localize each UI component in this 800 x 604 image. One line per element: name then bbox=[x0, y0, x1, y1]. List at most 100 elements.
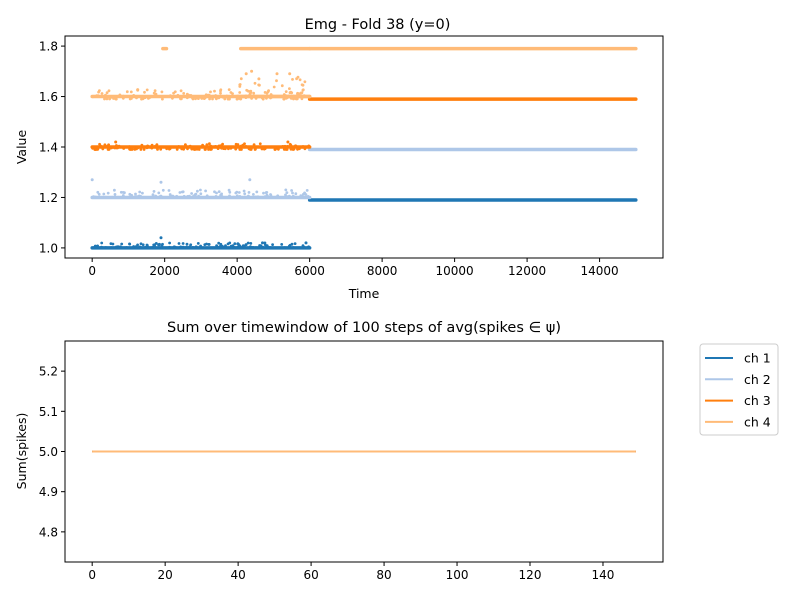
series-3-point bbox=[254, 147, 257, 151]
series-4-point bbox=[288, 87, 291, 90]
legend-label-3: ch 3 bbox=[744, 393, 771, 408]
series-4-point bbox=[211, 94, 215, 98]
series-2-point bbox=[192, 194, 196, 198]
series-2-point bbox=[304, 193, 308, 196]
series-1-point bbox=[207, 243, 211, 246]
bottom-x-tick-label: 40 bbox=[230, 568, 245, 582]
series-4-point bbox=[191, 97, 195, 101]
series-2-point bbox=[294, 192, 298, 196]
legend: ch 1 ch 2 ch 3 ch 4 bbox=[699, 343, 779, 436]
series-2-point bbox=[197, 194, 201, 198]
series-1-point bbox=[243, 246, 247, 250]
series-2-point bbox=[135, 195, 139, 198]
series-3-point bbox=[91, 146, 94, 150]
series-2-point bbox=[133, 195, 137, 199]
series-1-point bbox=[304, 241, 308, 245]
series-2-point bbox=[190, 192, 194, 195]
top-x-tick-label: 10000 bbox=[436, 264, 474, 278]
series-3-point bbox=[229, 146, 233, 150]
series-2-point bbox=[181, 190, 185, 194]
series-3-point bbox=[122, 147, 126, 150]
series-1-point bbox=[229, 244, 233, 248]
series-4-point bbox=[269, 93, 273, 96]
series-3-point bbox=[106, 148, 110, 151]
series-1-point bbox=[271, 243, 274, 247]
series-3-point bbox=[175, 148, 179, 151]
series-1-point bbox=[185, 245, 188, 249]
series-4-point bbox=[211, 97, 214, 101]
series-3-point bbox=[99, 144, 102, 148]
series-4-point bbox=[143, 90, 146, 94]
series-2-point bbox=[244, 195, 248, 199]
top-chart: Emg - Fold 38 (y=0) Time Value 0 2000 4000… bbox=[14, 17, 664, 301]
series-4-point bbox=[298, 78, 302, 82]
series-4-point bbox=[303, 80, 307, 84]
series-1-point bbox=[268, 246, 272, 249]
series-2-point bbox=[306, 195, 310, 198]
series-1-point bbox=[214, 246, 218, 250]
series-2-point bbox=[128, 192, 132, 196]
series-3-point bbox=[292, 147, 296, 151]
series-4-point bbox=[160, 90, 164, 94]
series-4-point bbox=[104, 93, 107, 97]
series-3-point bbox=[294, 144, 297, 148]
series-2-point bbox=[206, 196, 210, 199]
series-4-point bbox=[299, 91, 303, 95]
series-1-point bbox=[144, 246, 147, 249]
series-1-point bbox=[131, 246, 135, 250]
series-3-point bbox=[252, 143, 256, 147]
series-4-point bbox=[121, 96, 125, 100]
series-1-point bbox=[104, 246, 108, 249]
series-1-point bbox=[303, 246, 306, 250]
series-3-point bbox=[114, 144, 118, 148]
series-4-point bbox=[112, 97, 115, 100]
series-4-point bbox=[129, 90, 133, 94]
series-2-point bbox=[285, 191, 289, 195]
series-4-point bbox=[223, 97, 227, 101]
series-3-point bbox=[210, 147, 213, 151]
series-1-point bbox=[254, 246, 258, 250]
series-2-point bbox=[126, 195, 130, 199]
series-2-point bbox=[299, 196, 303, 199]
series-3-point bbox=[303, 147, 307, 151]
series-3-point bbox=[205, 143, 209, 147]
series-4-point bbox=[206, 93, 210, 97]
series-4-point bbox=[153, 89, 157, 93]
series-2-point bbox=[113, 195, 117, 199]
series-2-point bbox=[101, 195, 105, 199]
series-2-point bbox=[134, 192, 137, 196]
series-2-point bbox=[243, 192, 247, 196]
bottom-chart: Sum over timewindow of 100 steps of avg(… bbox=[14, 320, 664, 582]
series-1-point bbox=[173, 245, 177, 249]
series-4-point bbox=[290, 91, 294, 95]
series-4-point bbox=[280, 84, 284, 88]
series-3-point bbox=[263, 147, 267, 151]
series-2-point bbox=[97, 192, 101, 196]
series-3-point bbox=[113, 146, 116, 150]
series-3-point bbox=[109, 146, 112, 150]
series-1-point bbox=[136, 243, 140, 247]
series-4-point bbox=[238, 95, 242, 98]
series-1-point bbox=[257, 246, 260, 250]
series-4-point bbox=[195, 96, 199, 100]
series-3-point bbox=[186, 147, 189, 151]
series-3-point bbox=[159, 147, 163, 151]
series-2-point bbox=[199, 188, 202, 192]
series-1-point bbox=[160, 246, 164, 250]
top-chart-frame bbox=[64, 35, 664, 259]
top-chart-ylabel: Value bbox=[14, 130, 29, 165]
series-2-point bbox=[247, 194, 250, 198]
series-2-point bbox=[262, 196, 266, 199]
series-3-point bbox=[240, 148, 243, 151]
series-4-point bbox=[154, 92, 158, 96]
series-3-point bbox=[103, 143, 107, 147]
series-4-point bbox=[161, 97, 164, 101]
series-2-point bbox=[214, 195, 218, 198]
series-2-point bbox=[149, 195, 153, 199]
series-2-point bbox=[291, 196, 295, 199]
bottom-chart-frame bbox=[64, 340, 664, 563]
series-4-point bbox=[199, 95, 203, 99]
series-1-point bbox=[199, 244, 203, 248]
series-3-point bbox=[188, 144, 192, 148]
series-2-point bbox=[217, 190, 221, 194]
